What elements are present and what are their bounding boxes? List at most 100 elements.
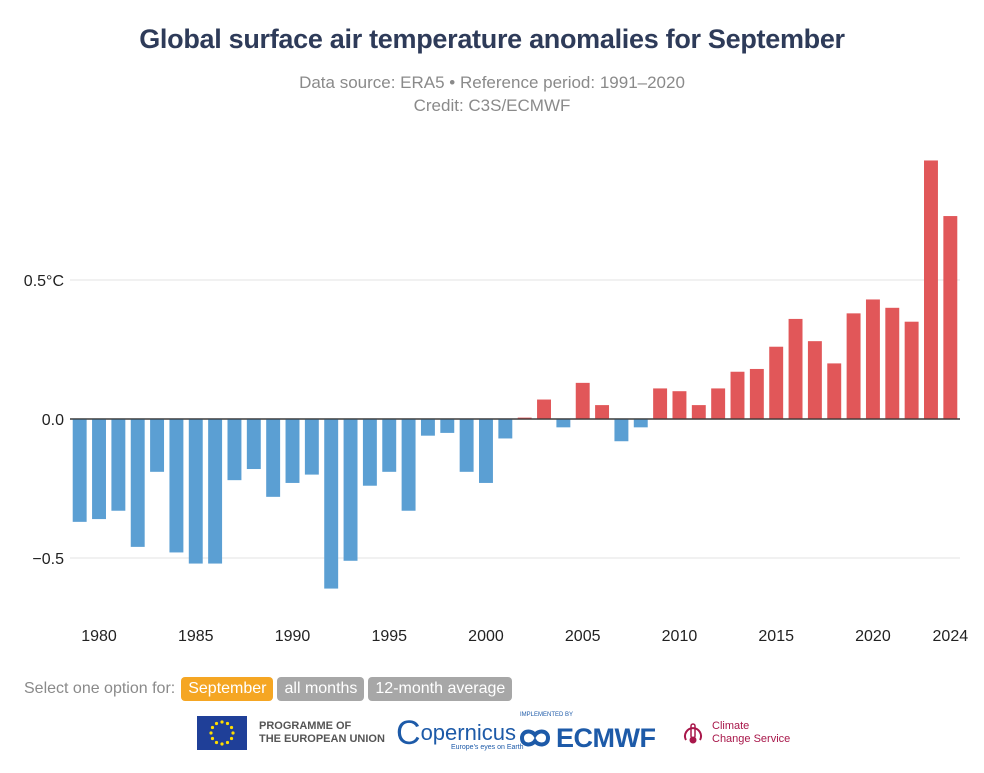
bar-2011 — [691, 405, 706, 419]
bar-1987 — [227, 419, 242, 481]
option-all-months[interactable]: all months — [277, 677, 365, 701]
copernicus-logo: C opernicus Europe's eyes on Earth — [396, 708, 524, 758]
ecmwf-implemented-by: IMPLEMENTED BY — [520, 712, 574, 718]
bar-2004 — [556, 419, 571, 428]
option-12-month-average[interactable]: 12-month average — [368, 677, 513, 701]
x-tick-label: 2000 — [468, 628, 504, 645]
eu-text-line1: PROGRAMME OF — [259, 720, 352, 732]
bar-2000 — [479, 419, 493, 483]
bar-2010 — [672, 391, 687, 419]
bar-2017 — [807, 341, 822, 419]
bar-2007 — [614, 419, 629, 442]
thermometer-cloud-icon — [684, 723, 702, 744]
bar-2016 — [788, 318, 803, 419]
c3s-logo: Climate Change Service — [680, 708, 790, 758]
footer-logos: PROGRAMME OF THE EUROPEAN UNION C operni… — [0, 708, 984, 758]
bar-2019 — [846, 313, 861, 419]
copernicus-text: opernicus — [420, 720, 516, 745]
x-tick-label: 2020 — [855, 628, 891, 645]
chart-subtitle-source: Data source: ERA5 • Reference period: 19… — [299, 73, 685, 92]
bar-2009 — [653, 388, 668, 419]
bar-1988 — [246, 419, 261, 470]
eu-flag-icon — [197, 716, 247, 750]
ecmwf-icon — [519, 729, 551, 747]
x-tick-label: 1985 — [178, 628, 214, 645]
eu-star-icon — [229, 736, 234, 741]
bar-1999 — [459, 419, 474, 472]
bar-2015 — [769, 346, 784, 419]
x-tick-label: 1995 — [371, 628, 407, 645]
bar-1993 — [343, 419, 358, 561]
eu-star-icon — [225, 721, 230, 726]
bar-2005 — [575, 382, 590, 419]
eu-star-icon — [220, 720, 224, 724]
bar-2001 — [498, 419, 513, 439]
bar-2023 — [924, 160, 938, 419]
bar-2002 — [517, 417, 532, 419]
bar-chart: −0.5 0.0 0.5°C 1980 1985 1990 1995 2000 2005 201… — [24, 160, 968, 645]
bar-2022 — [904, 321, 919, 419]
x-tick-label: 2015 — [758, 628, 794, 645]
eu-star-icon — [210, 736, 215, 741]
bar-1989 — [266, 419, 281, 497]
bar-2012 — [711, 388, 726, 419]
eu-star-icon — [214, 721, 219, 726]
bar-1983 — [150, 419, 165, 472]
bar-1985 — [188, 419, 203, 564]
bar-2018 — [827, 363, 842, 419]
bar-1995 — [382, 419, 397, 472]
bar-2013 — [730, 371, 745, 419]
bar-1982 — [130, 419, 145, 547]
bar-1992 — [324, 419, 339, 589]
x-tick-labels: 1980 1985 1990 1995 2000 2005 2010 2015 2020 2024 — [81, 628, 968, 645]
eu-text-line2: THE EUROPEAN UNION — [259, 733, 385, 745]
eu-star-icon — [220, 742, 224, 746]
x-tick-label: 2024 — [933, 628, 969, 645]
ecmwf-logo: IMPLEMENTED BY ECMWF — [518, 708, 658, 758]
bar-1998 — [440, 419, 455, 433]
eu-star-icon — [210, 725, 215, 730]
bar-1990 — [285, 419, 300, 483]
bar-1996 — [401, 419, 416, 511]
bar-2006 — [595, 405, 610, 419]
selector-label: Select one option for: — [24, 680, 176, 697]
chart-subtitle-credit: Credit: C3S/ECMWF — [413, 96, 571, 115]
eu-star-icon — [231, 731, 235, 735]
bar-1986 — [208, 419, 223, 564]
bar-1980 — [92, 419, 106, 520]
copernicus-tagline: Europe's eyes on Earth — [451, 744, 524, 751]
eu-star-icon — [209, 731, 213, 735]
chart-title: Global surface air temperature anomalies… — [139, 24, 845, 54]
c3s-text-line2: Change Service — [712, 733, 791, 745]
eu-star-icon — [229, 725, 234, 730]
y-tick-label: 0.5°C — [24, 273, 64, 290]
copernicus-c-icon: C — [396, 713, 421, 752]
option-selector: Select one option for: September all mon… — [24, 676, 513, 702]
bar-1997 — [420, 419, 435, 436]
x-tick-label: 2010 — [662, 628, 698, 645]
x-tick-label: 1990 — [275, 628, 311, 645]
eu-logo: PROGRAMME OF THE EUROPEAN UNION — [197, 708, 385, 758]
bars — [70, 160, 960, 589]
bar-2024 — [943, 216, 958, 419]
bar-2014 — [749, 368, 764, 419]
eu-star-icon — [225, 740, 230, 745]
bar-1994 — [362, 419, 377, 486]
bar-1991 — [304, 419, 319, 475]
y-tick-label: 0.0 — [42, 412, 64, 429]
bar-2020 — [865, 299, 880, 419]
bar-1984 — [169, 419, 184, 553]
x-tick-label: 1980 — [81, 628, 117, 645]
y-tick-labels: −0.5 0.0 0.5°C — [24, 273, 64, 568]
c3s-text-line1: Climate — [712, 720, 750, 732]
bar-2021 — [885, 307, 900, 419]
eu-star-icon — [214, 740, 219, 745]
bar-1981 — [111, 419, 126, 511]
x-tick-label: 2005 — [565, 628, 601, 645]
ecmwf-text: ECMWF — [556, 722, 656, 753]
bar-2003 — [537, 399, 551, 419]
y-tick-label: −0.5 — [32, 551, 64, 568]
option-september[interactable]: September — [181, 677, 274, 701]
bar-2008 — [633, 419, 648, 428]
bar-1979 — [72, 419, 87, 522]
